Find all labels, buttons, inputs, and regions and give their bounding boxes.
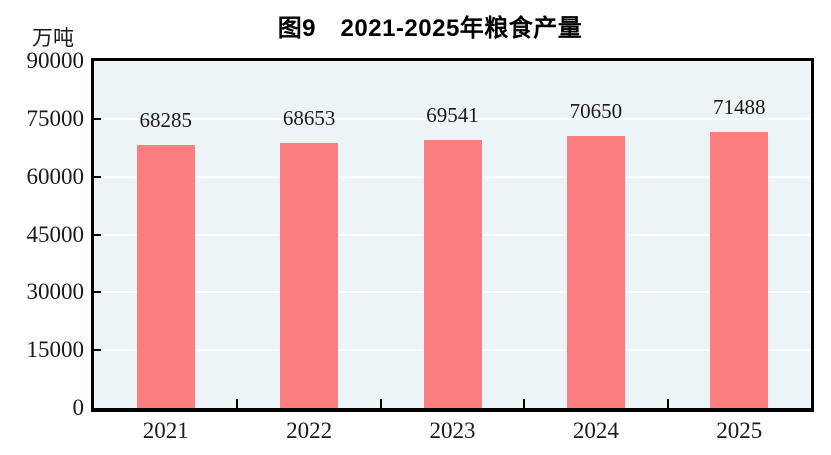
y-axis-tick <box>94 349 101 352</box>
x-axis-tick <box>666 399 669 408</box>
y-axis-tick-label: 30000 <box>26 279 85 305</box>
x-axis-tick-label: 2021 <box>142 418 189 443</box>
x-axis-tick <box>523 399 526 408</box>
x-axis-tick-label: 2024 <box>572 418 619 443</box>
y-axis-tick-label: 15000 <box>26 337 85 363</box>
bar-2023 <box>423 139 482 408</box>
y-axis-tick-label: 0 <box>72 395 85 420</box>
x-axis-tick-label: 2025 <box>716 418 763 443</box>
x-axis-tick-label: 2022 <box>286 418 333 443</box>
y-axis-tick-label: 75000 <box>26 105 85 131</box>
bar-2021 <box>136 144 195 408</box>
y-axis-tick-label: 90000 <box>26 48 85 73</box>
bar-value-label: 68285 <box>139 107 192 132</box>
y-axis-unit-label: 万吨 <box>32 26 74 50</box>
bar-2022 <box>280 143 339 408</box>
y-axis-tick-label: 45000 <box>26 221 85 247</box>
bar-2024 <box>566 135 625 408</box>
gridline <box>94 117 811 120</box>
bar-value-label: 70650 <box>569 98 623 123</box>
plot-inner: 68285 68653 69541 70650 71488 <box>94 61 811 408</box>
x-axis-tick-label: 2023 <box>429 418 476 443</box>
x-axis-tick <box>236 399 239 408</box>
y-axis-tick-label: 60000 <box>26 163 85 189</box>
bar-value-label: 68653 <box>282 106 336 131</box>
y-axis-tick <box>94 233 101 236</box>
plot-area: 68285 68653 69541 70650 71488 <box>91 58 814 412</box>
bar-value-label: 71488 <box>713 95 766 120</box>
y-axis-tick <box>94 117 101 120</box>
bar-2025 <box>710 132 769 408</box>
chart-title: 图9 2021-2025年粮食产量 <box>277 15 583 42</box>
x-axis-tick <box>379 399 382 408</box>
y-axis-tick <box>94 291 101 294</box>
bar-value-label: 69541 <box>426 102 479 127</box>
y-axis-tick <box>94 175 101 178</box>
